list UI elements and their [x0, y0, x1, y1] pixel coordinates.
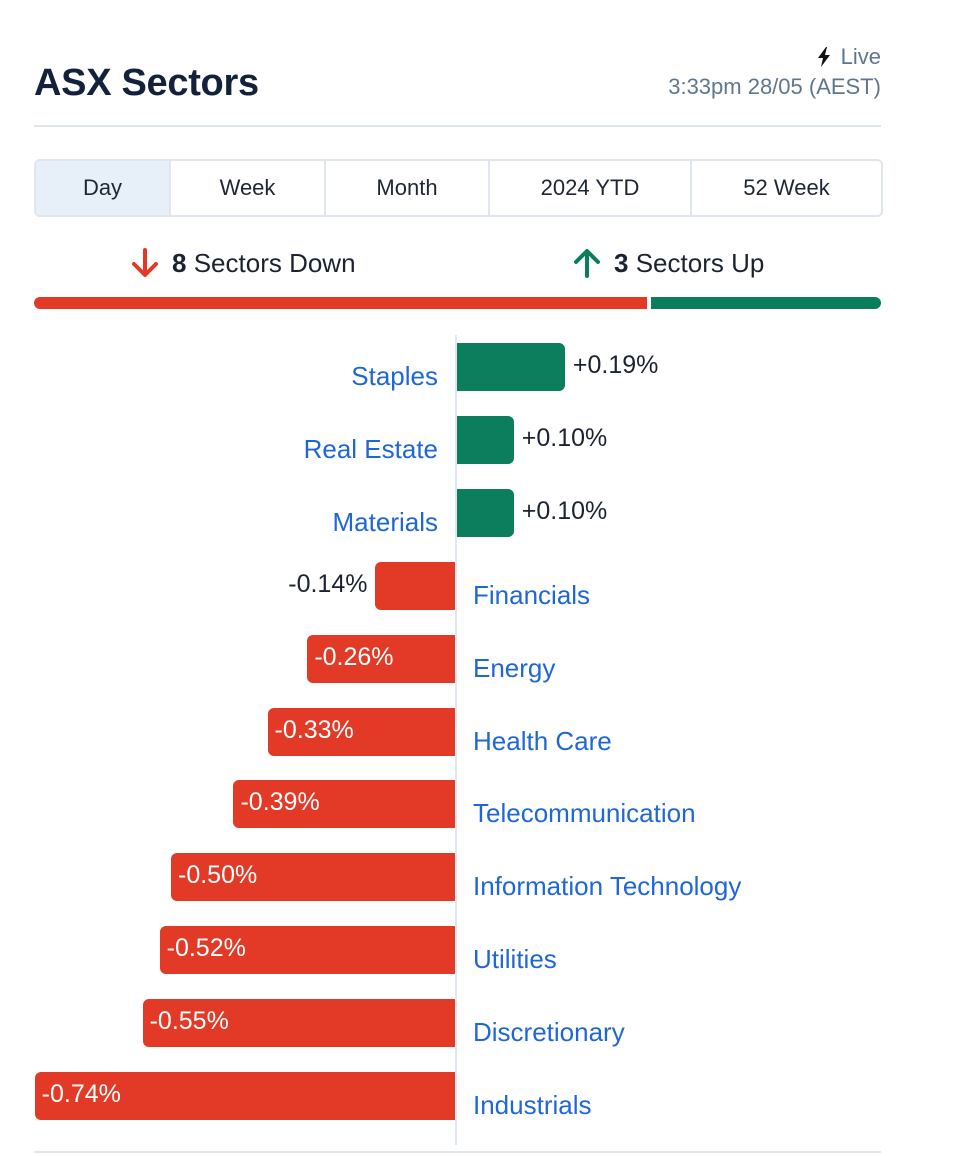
widget-title: ASX Sectors	[34, 62, 259, 104]
tab-2024-ytd[interactable]: 2024 YTD	[490, 161, 692, 215]
ratio-bar-up	[651, 297, 881, 309]
value-label-industrials: -0.74%	[41, 1080, 121, 1108]
sector-link-industrials[interactable]: Industrials	[473, 1090, 592, 1120]
bar-financials	[375, 561, 455, 610]
value-label-real-estate: +0.10%	[521, 423, 608, 452]
sector-link-information-technology[interactable]: Information Technology	[473, 871, 742, 902]
live-label: Live	[840, 44, 881, 69]
sectors-down-count: 8	[172, 247, 187, 278]
asx-sectors-widget: ASX Sectors Live 3:33pm 28/05 (AEST) Day…	[34, 0, 883, 1156]
sectors-down-summary: 8 Sectors Down	[128, 246, 356, 280]
sectors-up-count: 3	[614, 247, 629, 278]
bar-energy	[307, 634, 455, 683]
sector-link-utilities[interactable]: Utilities	[473, 944, 557, 975]
sector-link-real-estate[interactable]: Real Estate	[303, 433, 438, 464]
bar-health-care	[267, 707, 455, 756]
header-divider	[34, 125, 881, 127]
sector-link-telecommunication[interactable]: Telecommunication	[473, 798, 696, 829]
sector-ratio-bar	[34, 297, 881, 309]
sectors-up-summary: 3 Sectors Up	[570, 246, 764, 280]
tab-week[interactable]: Week	[171, 161, 326, 215]
sector-link-staples[interactable]: Staples	[351, 361, 438, 391]
value-label-utilities: -0.52%	[166, 934, 246, 963]
arrow-up-icon	[574, 249, 600, 278]
bar-industrials	[34, 1072, 455, 1120]
bar-staples	[457, 343, 565, 391]
value-label-staples: +0.19%	[572, 351, 659, 379]
tab-52-week[interactable]: 52 Week	[692, 161, 881, 215]
sector-link-financials[interactable]: Financials	[473, 579, 591, 610]
bar-information-technology	[171, 853, 455, 902]
value-label-financials: -0.14%	[288, 569, 368, 598]
value-label-energy: -0.26%	[314, 642, 394, 671]
chart-zero-axis	[455, 335, 457, 1145]
ratio-bar-down	[34, 297, 647, 309]
lightning-bolt-icon	[817, 47, 830, 67]
value-label-discretionary: -0.55%	[149, 1007, 229, 1036]
bar-utilities	[159, 926, 455, 975]
period-tabs: Day Week Month 2024 YTD 52 Week	[34, 159, 883, 217]
value-label-telecommunication: -0.39%	[240, 788, 320, 817]
bar-discretionary	[142, 999, 455, 1048]
bar-real-estate	[457, 415, 514, 464]
bar-telecommunication	[233, 780, 455, 829]
live-indicator: Live	[817, 44, 881, 70]
sectors-down-text: Sectors Down	[193, 247, 356, 278]
timestamp: 3:33pm 28/05 (AEST)	[668, 74, 881, 99]
sectors-up-text: Sectors Up	[635, 247, 765, 278]
tab-day[interactable]: Day	[36, 161, 171, 215]
sector-link-energy[interactable]: Energy	[473, 652, 556, 683]
arrow-down-icon	[132, 248, 158, 277]
value-label-materials: +0.10%	[521, 496, 608, 525]
tab-month[interactable]: Month	[326, 161, 490, 215]
sector-link-materials[interactable]: Materials	[332, 506, 438, 537]
sector-link-discretionary[interactable]: Discretionary	[473, 1017, 625, 1048]
value-label-health-care: -0.33%	[274, 715, 354, 744]
bar-materials	[457, 488, 514, 537]
footer-divider	[34, 1151, 881, 1153]
value-label-information-technology: -0.50%	[178, 861, 258, 890]
sector-link-health-care[interactable]: Health Care	[473, 725, 612, 756]
